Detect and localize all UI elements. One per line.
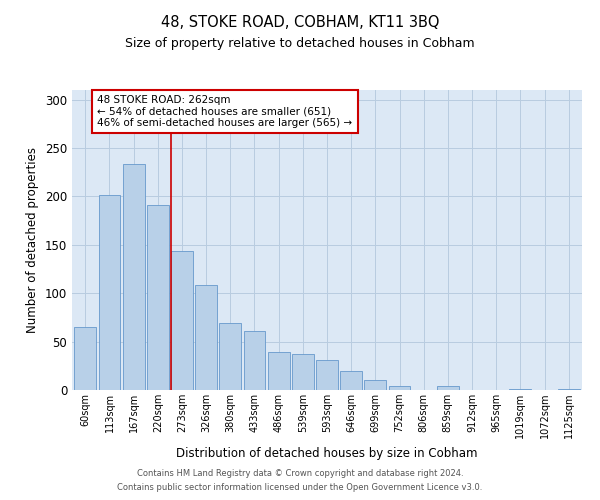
Bar (220, 323, 241, 390)
Bar (316, 360, 338, 390)
Text: 48 STOKE ROAD: 262sqm
← 54% of detached houses are smaller (651)
46% of semi-det: 48 STOKE ROAD: 262sqm ← 54% of detached … (97, 95, 353, 128)
Bar (364, 380, 386, 390)
Bar (509, 389, 531, 390)
Bar (437, 386, 459, 390)
Text: 48, STOKE ROAD, COBHAM, KT11 3BQ: 48, STOKE ROAD, COBHAM, KT11 3BQ (161, 15, 439, 30)
Bar (195, 286, 217, 390)
Bar (558, 389, 580, 390)
Bar (74, 327, 96, 390)
Bar (340, 370, 362, 390)
Bar (244, 331, 265, 390)
Text: Size of property relative to detached houses in Cobham: Size of property relative to detached ho… (125, 38, 475, 51)
Bar (98, 194, 121, 390)
Bar (171, 250, 193, 390)
X-axis label: Distribution of detached houses by size in Cobham: Distribution of detached houses by size … (176, 446, 478, 460)
Bar (123, 164, 145, 390)
Text: Contains HM Land Registry data © Crown copyright and database right 2024.: Contains HM Land Registry data © Crown c… (137, 468, 463, 477)
Text: Contains public sector information licensed under the Open Government Licence v3: Contains public sector information licen… (118, 484, 482, 492)
Bar (292, 354, 314, 390)
Bar (147, 205, 169, 390)
Bar (389, 386, 410, 390)
Y-axis label: Number of detached properties: Number of detached properties (26, 147, 40, 333)
Bar (268, 352, 290, 390)
